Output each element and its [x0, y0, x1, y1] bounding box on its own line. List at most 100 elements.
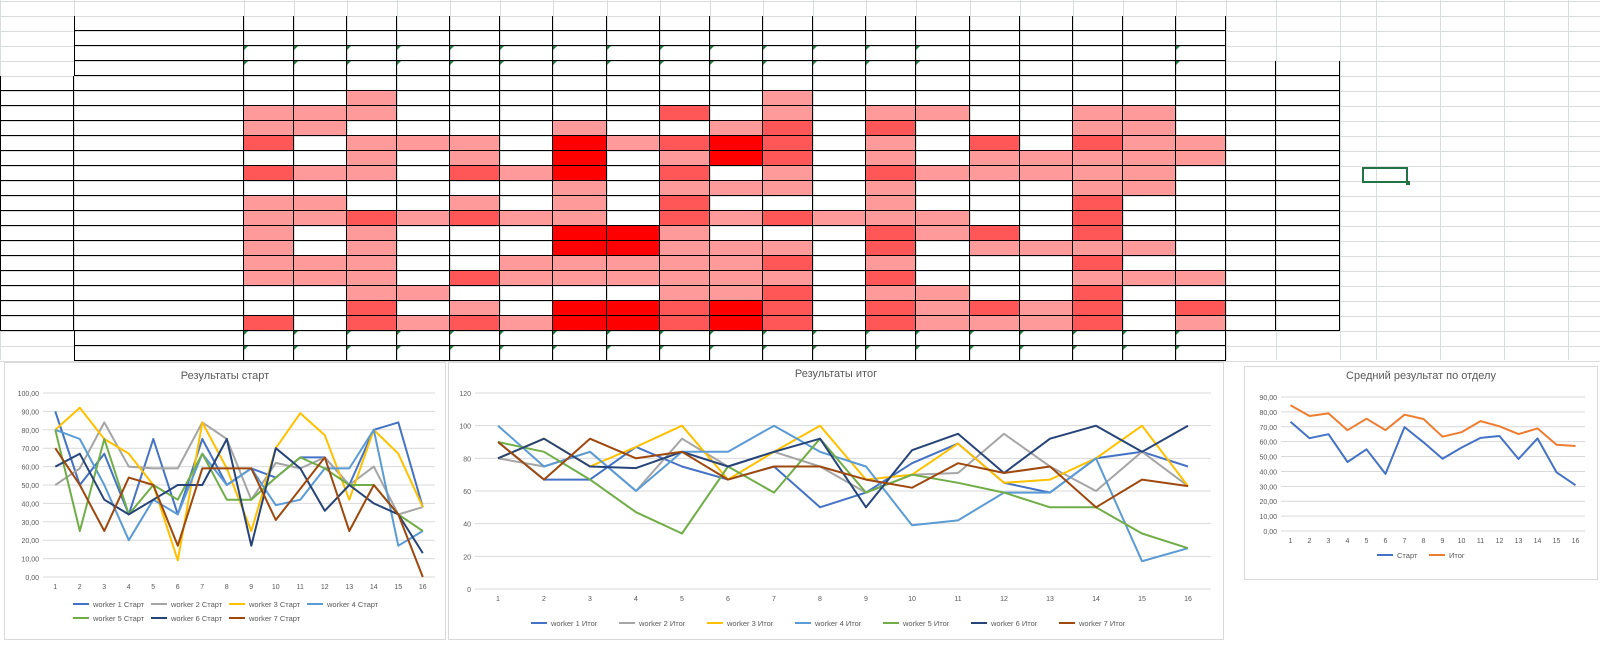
chart-final-results[interactable]: Результаты итог 0 20 40 60 80 100 120 1 2 3 4 5 6 7 8 9 1… [448, 362, 1224, 640]
score-cell[interactable] [1123, 91, 1176, 106]
score-cell[interactable] [970, 316, 1020, 331]
score-cell[interactable] [813, 256, 866, 271]
name-cell[interactable] [607, 31, 660, 46]
score-cell[interactable] [397, 256, 450, 271]
passed-cell[interactable] [813, 61, 866, 76]
avg-cell[interactable] [866, 46, 916, 61]
score-cell[interactable] [763, 91, 813, 106]
score-cell[interactable] [970, 181, 1020, 196]
dept-final-cell[interactable] [1276, 106, 1340, 121]
blocks50-cell[interactable] [1123, 346, 1176, 361]
avg-cell[interactable] [347, 46, 397, 61]
name-cell[interactable] [916, 31, 970, 46]
score-cell[interactable] [763, 181, 813, 196]
blocks50-cell[interactable] [294, 346, 347, 361]
label-dept-start[interactable] [1226, 61, 1276, 76]
score-cell[interactable] [553, 151, 607, 166]
score-cell[interactable] [916, 106, 970, 121]
score-cell[interactable] [763, 301, 813, 316]
name-cell[interactable] [1073, 31, 1123, 46]
passed-cell[interactable] [500, 61, 553, 76]
avg-cell[interactable] [813, 46, 866, 61]
score-cell[interactable] [1020, 166, 1073, 181]
score-cell[interactable] [916, 136, 970, 151]
score-cell[interactable] [763, 226, 813, 241]
score-cell[interactable] [553, 106, 607, 121]
score-cell[interactable] [710, 241, 763, 256]
score-cell[interactable] [397, 181, 450, 196]
score-cell[interactable] [397, 166, 450, 181]
score-cell[interactable] [1123, 196, 1176, 211]
dept-start-cell[interactable] [1226, 226, 1276, 241]
score-cell[interactable] [347, 271, 397, 286]
blocks70-cell[interactable] [660, 331, 710, 346]
score-cell[interactable] [1020, 301, 1073, 316]
score-cell[interactable] [607, 316, 660, 331]
score-cell[interactable] [916, 181, 970, 196]
score-cell[interactable] [244, 211, 294, 226]
score-cell[interactable] [1176, 136, 1226, 151]
score-cell[interactable] [347, 226, 397, 241]
score-cell[interactable] [397, 241, 450, 256]
surname-cell[interactable] [347, 16, 397, 31]
blocks50-cell[interactable] [244, 346, 294, 361]
label-dept-final[interactable] [1276, 61, 1340, 76]
dept-start-cell[interactable] [1226, 136, 1276, 151]
score-cell[interactable] [970, 286, 1020, 301]
dept-start-cell[interactable] [1226, 91, 1276, 106]
topic-name[interactable] [74, 301, 244, 316]
dept-start-cell[interactable] [1226, 241, 1276, 256]
score-cell[interactable] [970, 211, 1020, 226]
topic-number[interactable] [0, 121, 74, 136]
score-cell[interactable] [660, 136, 710, 151]
topic-number[interactable] [0, 286, 74, 301]
score-cell[interactable] [866, 271, 916, 286]
score-cell[interactable] [347, 121, 397, 136]
score-cell[interactable] [1176, 106, 1226, 121]
score-cell[interactable] [500, 316, 553, 331]
score-cell[interactable] [813, 241, 866, 256]
passed-cell[interactable] [1020, 61, 1073, 76]
score-cell[interactable] [1020, 286, 1073, 301]
score-cell[interactable] [397, 91, 450, 106]
score-cell[interactable] [1073, 106, 1123, 121]
score-cell[interactable] [710, 226, 763, 241]
score-cell[interactable] [660, 226, 710, 241]
score-cell[interactable] [347, 91, 397, 106]
topic-number[interactable] [0, 211, 74, 226]
score-cell[interactable] [244, 271, 294, 286]
score-cell[interactable] [244, 181, 294, 196]
passed-cell[interactable] [660, 61, 710, 76]
score-cell[interactable] [710, 151, 763, 166]
label-avg-row[interactable] [74, 76, 244, 91]
score-cell[interactable] [553, 301, 607, 316]
topic-name[interactable] [74, 181, 244, 196]
score-cell[interactable] [607, 241, 660, 256]
score-cell[interactable] [244, 301, 294, 316]
topic-name[interactable] [74, 271, 244, 286]
blocks50-cell[interactable] [397, 346, 450, 361]
score-cell[interactable] [450, 256, 500, 271]
score-cell[interactable] [347, 241, 397, 256]
name-cell[interactable] [813, 31, 866, 46]
score-cell[interactable] [347, 166, 397, 181]
dept-final-cell[interactable] [1276, 316, 1340, 331]
surname-cell[interactable] [660, 16, 710, 31]
score-cell[interactable] [866, 106, 916, 121]
score-cell[interactable] [763, 211, 813, 226]
score-cell[interactable] [553, 181, 607, 196]
score-cell[interactable] [553, 226, 607, 241]
score-cell[interactable] [866, 136, 916, 151]
score-cell[interactable] [1073, 271, 1123, 286]
topic-name[interactable] [74, 256, 244, 271]
avg-row-cell[interactable] [347, 76, 397, 91]
name-cell[interactable] [710, 31, 763, 46]
score-cell[interactable] [500, 151, 553, 166]
score-cell[interactable] [916, 271, 970, 286]
score-cell[interactable] [294, 241, 347, 256]
score-cell[interactable] [970, 136, 1020, 151]
avg-row-cell[interactable] [660, 76, 710, 91]
name-cell[interactable] [500, 31, 553, 46]
dept-final-cell[interactable] [1276, 256, 1340, 271]
score-cell[interactable] [347, 301, 397, 316]
